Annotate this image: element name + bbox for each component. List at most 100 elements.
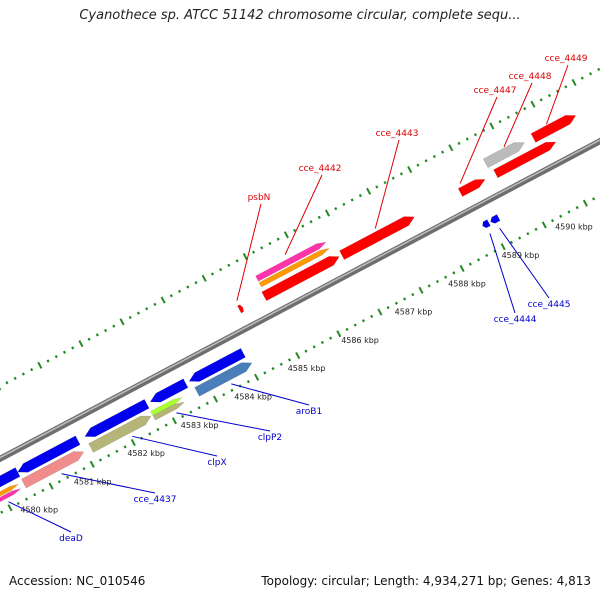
outer-ring-minor-tick bbox=[597, 67, 600, 72]
outer-ring-minor-tick bbox=[588, 72, 593, 76]
aroB1-gene[interactable] bbox=[187, 347, 246, 385]
outer-ring-minor-tick bbox=[145, 307, 149, 311]
cce_4447-gene[interactable] bbox=[457, 175, 487, 197]
inner-ring-minor-tick bbox=[526, 232, 530, 236]
inner-ring-minor-tick bbox=[0, 510, 4, 514]
inner-ring-minor-tick bbox=[386, 306, 390, 310]
inner-ring-major-tick bbox=[7, 504, 13, 512]
accession-text: Accession: NC_010546 bbox=[9, 574, 146, 588]
aroB1-leader-line bbox=[231, 383, 310, 406]
label-leader-lines bbox=[8, 64, 569, 533]
inner-ring-minor-tick bbox=[230, 388, 234, 392]
outer-ring-minor-tick bbox=[383, 180, 387, 185]
cce_4442-pink-gene[interactable] bbox=[255, 239, 328, 282]
deaD-pink-gene[interactable] bbox=[0, 487, 22, 512]
outer-ring-minor-tick bbox=[210, 272, 214, 276]
cce_4442-label[interactable]: cce_4442 bbox=[299, 164, 342, 174]
cce_4445-label[interactable]: cce_4445 bbox=[528, 300, 571, 310]
inner-ring-major-tick bbox=[541, 221, 547, 229]
inner-ring-major-tick bbox=[212, 395, 219, 403]
cce_4449-gene[interactable] bbox=[530, 111, 578, 143]
psbN-region-gene[interactable] bbox=[261, 252, 342, 302]
outer-ring-minor-tick bbox=[71, 346, 75, 350]
inner-ring-minor-tick bbox=[592, 197, 596, 201]
cce_4437-leader-line bbox=[61, 473, 156, 494]
cce_4443-leader-line bbox=[374, 139, 400, 229]
inner-ring-major-tick bbox=[130, 438, 136, 447]
inner-ring-minor-tick bbox=[16, 501, 20, 506]
outer-ring-minor-tick bbox=[87, 337, 91, 341]
clpP2-olive-gene[interactable] bbox=[152, 400, 186, 421]
outer-ring-minor-tick bbox=[30, 368, 34, 372]
aroB1-label[interactable]: aroB1 bbox=[296, 407, 322, 417]
outer-ring-minor-tick bbox=[547, 93, 551, 98]
tick-label-4590: 4590 kbp bbox=[555, 223, 593, 232]
inner-ring-minor-tick bbox=[452, 271, 456, 275]
cce_4442-leader-line bbox=[284, 174, 323, 255]
psbN-label[interactable]: psbN bbox=[248, 193, 271, 203]
inner-ring-major-tick bbox=[254, 373, 260, 381]
inner-ring-minor-tick bbox=[485, 253, 489, 258]
inner-ring-minor-tick bbox=[509, 240, 513, 245]
outer-ring-major-tick bbox=[571, 78, 577, 87]
inner-ring-minor-tick bbox=[312, 345, 316, 349]
outer-ring-minor-tick bbox=[564, 85, 568, 89]
inner-ring-minor-tick bbox=[279, 362, 283, 366]
deaD-label[interactable]: deaD bbox=[59, 534, 83, 544]
cce_4444-gene[interactable] bbox=[481, 219, 491, 229]
clpX-label[interactable]: clpX bbox=[207, 458, 226, 468]
inner-ring-major-tick bbox=[500, 243, 506, 251]
outer-ring-minor-tick bbox=[21, 372, 25, 376]
clpX-region-gene[interactable] bbox=[83, 398, 150, 441]
cce_4449-label[interactable]: cce_4449 bbox=[545, 54, 588, 64]
cce_4443-gene[interactable] bbox=[339, 212, 417, 261]
inner-ring-minor-tick bbox=[98, 458, 103, 462]
inner-ring-minor-tick bbox=[345, 327, 349, 332]
psbN-gene[interactable] bbox=[237, 304, 245, 314]
sequence-summary: Topology: circular; Length: 4,934,271 bp… bbox=[261, 574, 591, 588]
cce_4448-gene[interactable] bbox=[493, 138, 558, 179]
outer-ring-major-tick bbox=[201, 274, 207, 282]
inner-ring-major-tick bbox=[582, 199, 588, 207]
deaD-orange-gene[interactable] bbox=[0, 482, 19, 508]
deaD-leader-line bbox=[8, 501, 72, 533]
cce_4444-label[interactable]: cce_4444 bbox=[494, 315, 537, 325]
tick-label-4588: 4588 kbp bbox=[448, 279, 486, 288]
outer-ring-major-tick bbox=[283, 231, 289, 239]
cce_4447-label[interactable]: cce_4447 bbox=[474, 86, 517, 96]
inner-ring-minor-tick bbox=[222, 393, 226, 397]
clpP2-leader-line bbox=[176, 412, 271, 432]
outer-ring-minor-tick bbox=[169, 294, 173, 298]
outer-ring-major-tick bbox=[530, 100, 536, 108]
aroB1-steel-gene[interactable] bbox=[194, 358, 254, 397]
cce_4442-orange-gene[interactable] bbox=[258, 246, 331, 288]
outer-ring-minor-tick bbox=[580, 76, 584, 80]
psbN-leader-line bbox=[236, 203, 262, 301]
outer-ring-minor-tick bbox=[251, 250, 256, 254]
cce_4449-leader-line bbox=[545, 64, 569, 125]
cce_4437-pink-gene[interactable] bbox=[21, 447, 86, 489]
cce_4437-label[interactable]: cce_4437 bbox=[134, 495, 177, 505]
outer-ring-minor-tick bbox=[441, 150, 445, 154]
inner-ring-minor-tick bbox=[123, 445, 127, 449]
outer-ring-minor-tick bbox=[309, 220, 313, 224]
cce_4445-gene[interactable] bbox=[489, 214, 501, 224]
cce_4447-gray-gene[interactable] bbox=[482, 138, 527, 169]
inner-ring-minor-tick bbox=[263, 371, 267, 375]
cce_4437-gene[interactable] bbox=[15, 435, 81, 477]
inner-ring-major-tick bbox=[295, 351, 301, 360]
outer-ring-minor-tick bbox=[465, 137, 469, 141]
clpX-leader-line bbox=[132, 435, 218, 457]
clpP2-label[interactable]: clpP2 bbox=[258, 433, 282, 443]
inner-ring-minor-tick bbox=[41, 488, 45, 493]
cce_4448-label[interactable]: cce_4448 bbox=[509, 72, 552, 82]
clpP2-green-gene[interactable] bbox=[150, 395, 183, 417]
cce_4443-label[interactable]: cce_4443 bbox=[376, 129, 419, 139]
clpP2-gene[interactable] bbox=[148, 378, 189, 407]
clpX-olive-gene[interactable] bbox=[88, 412, 154, 453]
deaD-gene[interactable] bbox=[0, 467, 21, 500]
outer-ring-minor-tick bbox=[539, 98, 543, 102]
inner-ring-minor-tick bbox=[304, 349, 308, 353]
outer-ring-minor-tick bbox=[186, 285, 190, 289]
inner-ring-minor-tick bbox=[246, 380, 250, 384]
